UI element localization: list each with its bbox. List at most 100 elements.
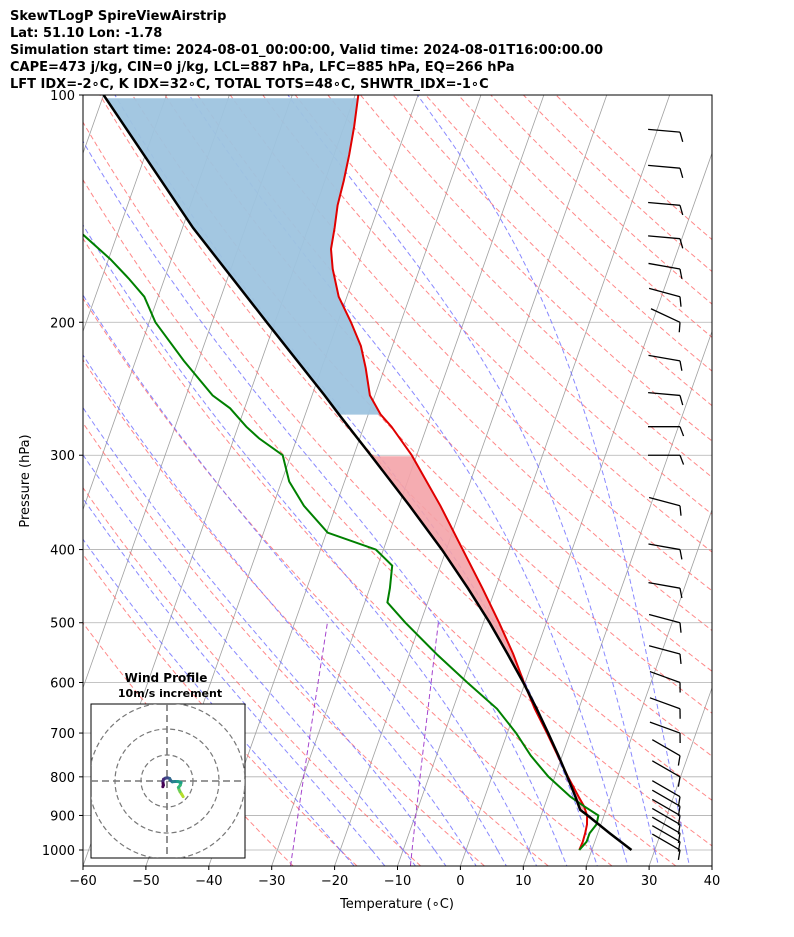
upper-shading bbox=[105, 98, 381, 415]
moist-adiabat-line bbox=[287, 95, 660, 866]
isotherm-line bbox=[334, 95, 608, 866]
isotherm-line bbox=[83, 95, 167, 333]
y-tick-label: 500 bbox=[50, 617, 75, 632]
wind-barb-shaft bbox=[648, 392, 681, 397]
wind-barb-flag bbox=[679, 238, 684, 249]
wind-barb bbox=[648, 496, 682, 516]
moist-adiabat-line bbox=[188, 95, 629, 866]
dry-adiabat-line bbox=[83, 422, 485, 866]
x-tick-label: −40 bbox=[195, 874, 222, 889]
x-tick-label: −30 bbox=[258, 874, 285, 889]
wind-barb-flag bbox=[677, 796, 681, 807]
wind-barb-flag bbox=[679, 167, 684, 178]
dry-adiabat-line bbox=[262, 95, 712, 553]
wind-barb-flag bbox=[677, 776, 681, 787]
wind-barb-flag bbox=[679, 454, 685, 465]
title-location: Lat: 51.10 Lon: -1.78 bbox=[10, 26, 163, 41]
wind-barb-shaft bbox=[649, 721, 681, 734]
wind-barb bbox=[649, 721, 681, 744]
wind-barb bbox=[648, 201, 684, 216]
wind-barb-flag bbox=[679, 505, 682, 516]
wind-barb-flag bbox=[679, 268, 683, 279]
wind-barb-shaft bbox=[651, 825, 681, 843]
dry-adiabat-line bbox=[164, 95, 712, 672]
wind-barb bbox=[651, 780, 681, 807]
hodograph-segment bbox=[161, 783, 165, 789]
hodograph-inner bbox=[91, 704, 245, 858]
dry-adiabat-line bbox=[83, 237, 677, 866]
wind-barb-flag bbox=[677, 755, 681, 766]
x-tick-label: 20 bbox=[578, 874, 595, 889]
moist-adiabat-line bbox=[83, 140, 568, 866]
x-tick-label: −60 bbox=[69, 874, 96, 889]
x-tick-label: 0 bbox=[456, 874, 464, 889]
wind-barb-flag bbox=[679, 205, 684, 216]
axes: −60 −50 −40 −30 −20 −10 0 10 20 30 40 100 200 300 400 5… bbox=[42, 89, 720, 889]
wind-barb-shaft bbox=[648, 262, 681, 270]
y-tick-label: 400 bbox=[50, 544, 75, 559]
wind-barb-flag bbox=[679, 622, 682, 633]
wind-barb bbox=[651, 760, 681, 787]
wind-barb bbox=[651, 816, 681, 844]
plot-area bbox=[83, 95, 712, 866]
wind-barb-shaft bbox=[649, 697, 681, 710]
wind-barb-flag bbox=[679, 131, 684, 142]
wind-barb bbox=[649, 697, 681, 719]
title-times: Simulation start time: 2024-08-01_00:00:… bbox=[10, 43, 603, 58]
dry-adiabat-line bbox=[83, 178, 712, 847]
wind-barb-flag bbox=[677, 815, 681, 826]
wind-barb-shaft bbox=[651, 798, 681, 817]
wind-barb bbox=[648, 287, 682, 307]
dry-adiabat-line bbox=[425, 95, 712, 372]
isotherm-line bbox=[83, 95, 230, 511]
wind-barbs bbox=[648, 128, 685, 860]
y-tick-label: 100 bbox=[50, 89, 75, 104]
x-axis-label: Temperature (∘C) bbox=[339, 897, 454, 912]
wind-barb-flag bbox=[679, 360, 683, 371]
wind-barb bbox=[648, 392, 684, 406]
hodograph-title: Wind Profile bbox=[125, 671, 208, 685]
isotherm-line bbox=[585, 508, 712, 866]
wind-barb-shaft bbox=[648, 613, 681, 624]
isotherm-line bbox=[83, 95, 104, 155]
isotherm-line bbox=[711, 864, 712, 866]
x-tick-label: 30 bbox=[641, 874, 658, 889]
title-station: SkewTLogP SpireViewAirstrip bbox=[10, 9, 227, 24]
wind-barb-shaft bbox=[648, 287, 681, 298]
wind-barb bbox=[648, 262, 683, 279]
wind-barb bbox=[651, 798, 681, 826]
wind-barb-shaft bbox=[651, 780, 681, 798]
wind-barb-shaft bbox=[649, 670, 681, 684]
y-tick-label: 800 bbox=[50, 771, 75, 786]
x-tick-label: −10 bbox=[384, 874, 411, 889]
y-tick-label: 200 bbox=[50, 316, 75, 331]
dry-adiabat-line bbox=[490, 95, 712, 305]
wind-barb-shaft bbox=[648, 164, 681, 169]
wind-barb bbox=[648, 581, 683, 599]
wind-barb-shaft bbox=[648, 354, 681, 362]
wind-barb bbox=[648, 235, 684, 249]
wind-barb-flag bbox=[677, 833, 681, 844]
wind-barb bbox=[651, 739, 681, 766]
moist-adiabat-line bbox=[83, 497, 386, 866]
moist-adiabat-line bbox=[416, 95, 690, 866]
dry-adiabat-line bbox=[294, 95, 712, 515]
y-tick-label: 700 bbox=[50, 727, 75, 742]
wind-barb-shaft bbox=[651, 816, 681, 834]
moist-adiabat-line bbox=[83, 454, 417, 866]
wind-barb bbox=[651, 825, 681, 852]
dry-adiabat-line bbox=[131, 95, 712, 714]
wind-barb-shaft bbox=[648, 235, 681, 240]
wind-barb-flag bbox=[677, 849, 681, 860]
wind-barb bbox=[651, 807, 681, 835]
mixing-ratio-line bbox=[409, 622, 439, 866]
wind-barb-shaft bbox=[650, 308, 681, 323]
dry-adiabat-line bbox=[229, 95, 712, 592]
x-tick-label: 40 bbox=[704, 874, 721, 889]
wind-barb bbox=[648, 613, 682, 633]
wind-barb-shaft bbox=[648, 128, 681, 133]
moist-adiabat-line bbox=[83, 294, 507, 866]
dry-adiabat-line bbox=[83, 121, 712, 801]
parcel-line bbox=[102, 95, 633, 851]
